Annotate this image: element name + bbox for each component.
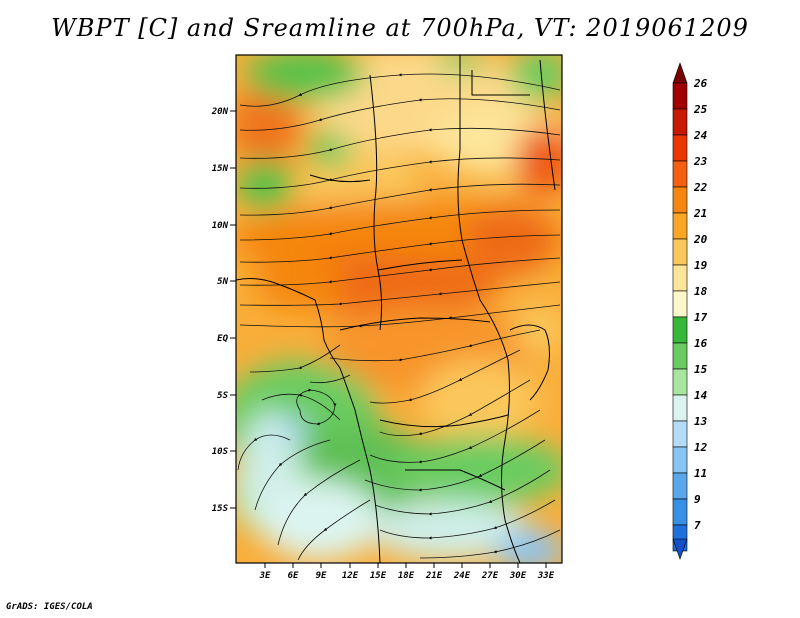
lon-label: 12E (342, 571, 359, 581)
country-borders (236, 55, 556, 563)
lat-label: 15S (212, 504, 229, 514)
wbpt-field (236, 55, 562, 563)
lat-label: 10S (212, 447, 229, 457)
colorbar-label: 22 (693, 181, 708, 194)
colorbar-swatch (672, 420, 688, 448)
lat-label: 20N (211, 107, 229, 117)
map-title: WBPT [C] and Sreamline at 700hPa, VT: 20… (51, 14, 749, 42)
colorbar-label: 16 (694, 337, 708, 350)
lat-label: 15N (212, 164, 229, 174)
longitude-axis: 3E 6E 9E 12E 15E 18E 21E 24E 27E 30E 33E (259, 563, 555, 581)
lon-label: 21E (425, 571, 443, 581)
latitude-axis: 20N 15N 10N 5N EQ 5S 10S 15S (211, 107, 236, 514)
colorbar-label: 24 (693, 129, 708, 142)
colorbar-label: 15 (694, 363, 708, 376)
lon-label: 24E (453, 571, 471, 581)
colorbar-swatch (672, 160, 688, 188)
colorbar-swatch (672, 264, 688, 292)
lon-label: 6E (288, 571, 299, 581)
colorbar-swatch (672, 342, 688, 370)
colorbar-label: 18 (694, 285, 708, 298)
colorbar-label: 26 (693, 77, 708, 90)
lon-label: 9E (316, 571, 327, 581)
colorbar-label: 21 (693, 207, 707, 220)
colorbar-label: 13 (694, 415, 708, 428)
colorbar-swatch (672, 186, 688, 214)
colorbar-label: 9 (694, 493, 701, 506)
lon-label: 33E (537, 571, 555, 581)
colorbar-swatch (672, 290, 688, 318)
colorbar-swatch (672, 472, 688, 500)
lat-label: 10N (212, 221, 229, 231)
colorbar-swatch (672, 108, 688, 136)
lat-label: 5S (217, 391, 228, 401)
colorbar-swatch (672, 446, 688, 474)
lon-label: 15E (370, 571, 387, 581)
colorbar-swatch (672, 238, 688, 266)
colorbar: 26 25 24 23 22 21 20 19 18 17 16 15 14 13 12 11 9 7 (672, 62, 708, 560)
lon-label: 27E (481, 571, 499, 581)
colorbar-bottom-tip (672, 538, 688, 560)
colorbar-label: 19 (694, 259, 708, 272)
colorbar-swatch (672, 394, 688, 422)
colorbar-label: 12 (694, 441, 708, 454)
streamlines (237, 73, 561, 561)
lon-label: 30E (509, 571, 527, 581)
colorbar-swatch (672, 368, 688, 396)
colorbar-swatch (672, 82, 688, 110)
colorbar-swatch (672, 498, 688, 526)
colorbar-label: 14 (694, 389, 708, 402)
colorbar-label: 17 (694, 311, 708, 324)
colorbar-label: 11 (694, 467, 707, 480)
footer-credit: GrADS: IGES/COLA (6, 602, 93, 612)
lat-label: EQ (217, 334, 228, 344)
colorbar-top-tip (672, 62, 688, 84)
colorbar-label: 25 (693, 103, 708, 116)
lat-label: 5N (217, 277, 228, 287)
colorbar-swatch (672, 212, 688, 240)
lon-label: 3E (259, 571, 271, 581)
colorbar-label: 23 (693, 155, 708, 168)
colorbar-label: 7 (694, 519, 701, 532)
colorbar-label: 20 (693, 233, 708, 246)
map-frame (235, 54, 563, 564)
colorbar-swatch (672, 134, 688, 162)
colorbar-swatch (672, 316, 688, 344)
lon-label: 18E (398, 571, 415, 581)
